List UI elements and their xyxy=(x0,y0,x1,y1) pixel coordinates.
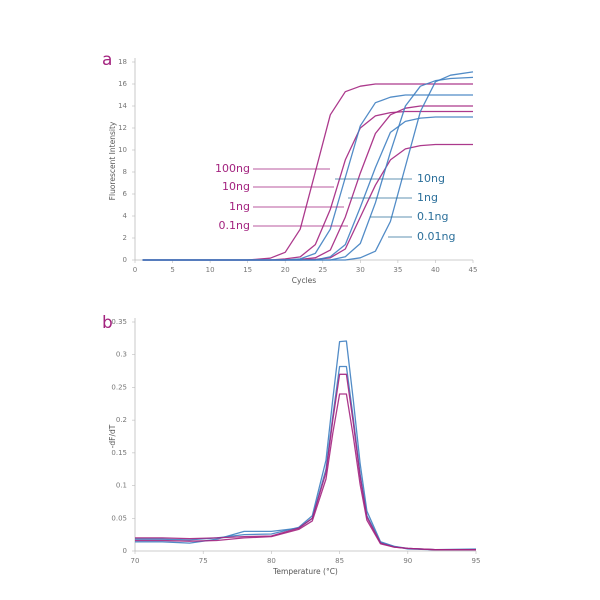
y-tick-label: 2 xyxy=(123,234,127,242)
annotation: 10ng xyxy=(417,172,445,185)
curve xyxy=(135,340,476,551)
x-tick-label: 95 xyxy=(472,557,481,565)
annotation: 10ng xyxy=(222,180,250,193)
x-tick-label: 35 xyxy=(393,266,402,274)
annotation: 0.01ng xyxy=(417,230,455,243)
y-tick-label: 6 xyxy=(123,190,128,198)
y-tick-label: 0 xyxy=(123,547,127,555)
y-tick-label: 0.3 xyxy=(116,351,127,359)
x-axis-label: Cycles xyxy=(292,276,316,285)
y-tick-label: 16 xyxy=(118,80,127,88)
panel-label: b xyxy=(102,313,113,333)
x-tick-label: 15 xyxy=(243,266,252,274)
x-tick-label: 40 xyxy=(431,266,440,274)
y-tick-label: 0.1 xyxy=(116,482,127,490)
y-tick-label: 18 xyxy=(118,58,127,66)
y-tick-label: 0 xyxy=(123,256,127,264)
y-tick-label: 14 xyxy=(118,102,127,110)
x-tick-label: 0 xyxy=(133,266,137,274)
y-tick-label: 0.15 xyxy=(111,449,127,457)
x-tick-label: 20 xyxy=(281,266,290,274)
x-tick-label: 70 xyxy=(131,557,140,565)
y-tick-label: 4 xyxy=(123,212,128,220)
y-axis-label: Fluorescent Intensity xyxy=(108,121,117,200)
x-tick-label: 45 xyxy=(469,266,478,274)
annotation: 100ng xyxy=(215,162,250,175)
x-axis-label: Temperature (°C) xyxy=(272,567,338,576)
y-tick-label: 12 xyxy=(118,124,127,132)
x-tick-label: 25 xyxy=(318,266,327,274)
x-tick-label: 85 xyxy=(335,557,344,565)
y-tick-label: 10 xyxy=(118,146,127,154)
x-tick-label: 30 xyxy=(356,266,365,274)
x-tick-label: 10 xyxy=(206,266,215,274)
y-axis-label: -dF/dT xyxy=(108,424,117,448)
y-tick-label: 0.35 xyxy=(111,318,127,326)
y-tick-label: 0.2 xyxy=(116,416,127,424)
x-tick-label: 90 xyxy=(403,557,412,565)
curve xyxy=(135,393,476,551)
y-tick-label: 0.25 xyxy=(111,383,127,391)
annotation: 0.1ng xyxy=(219,219,250,232)
annotation: 1ng xyxy=(417,191,438,204)
curve xyxy=(135,373,476,551)
x-tick-label: 75 xyxy=(199,557,208,565)
annotation: 0.1ng xyxy=(417,210,448,223)
x-tick-label: 5 xyxy=(170,266,174,274)
y-tick-label: 0.05 xyxy=(111,514,127,522)
panel-label: a xyxy=(102,50,112,70)
annotation: 1ng xyxy=(229,200,250,213)
y-tick-label: 8 xyxy=(123,168,127,176)
x-tick-label: 80 xyxy=(267,557,276,565)
curve xyxy=(142,71,474,261)
